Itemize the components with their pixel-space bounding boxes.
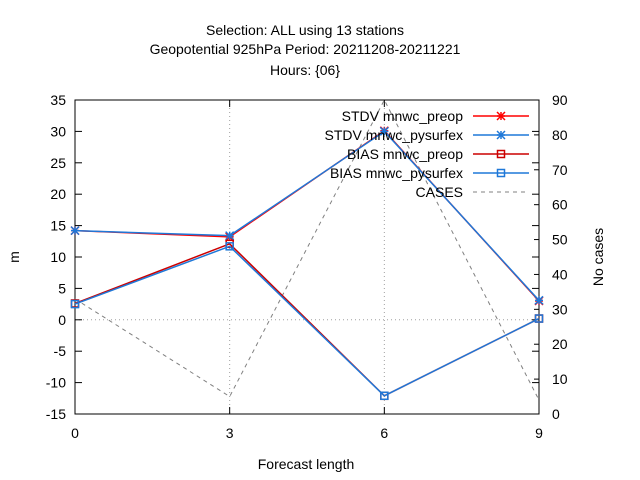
- y2-tick-label: 90: [552, 92, 568, 108]
- y2-tick-label: 30: [552, 301, 568, 317]
- data-point: [534, 314, 544, 323]
- y2-tick-label: 70: [552, 162, 568, 178]
- y-tick-label: -15: [46, 406, 66, 422]
- x-tick-label: 3: [226, 425, 234, 441]
- x-axis-label: Forecast length: [258, 456, 355, 472]
- marker-stroke: [225, 231, 235, 241]
- y-tick-label: 10: [50, 249, 66, 265]
- marker-stroke: [70, 226, 80, 236]
- chart-title: Selection: ALL using 13 stations Geopote…: [150, 22, 461, 78]
- data-point: [534, 295, 544, 305]
- y-tick-label: 25: [50, 155, 66, 171]
- series-line: [74, 98, 540, 401]
- y2-tick-label: 40: [552, 266, 568, 282]
- y-tick-label: 15: [50, 218, 66, 234]
- series-line: [74, 245, 540, 397]
- series-3: [70, 242, 544, 401]
- x-tick-label: 0: [71, 425, 79, 441]
- title-line-3: Hours: {06}: [270, 62, 340, 78]
- legend-label: STDV mnwc_pysurfex: [325, 127, 463, 143]
- title-line-1: Selection: ALL using 13 stations: [206, 22, 404, 38]
- y-tick-label: 35: [50, 92, 66, 108]
- legend-entry-1: STDV mnwc_pysurfex: [325, 127, 529, 143]
- axes: 35302520151050-5-10-15908070605040302010…: [46, 92, 568, 441]
- legend-marker: [496, 168, 506, 178]
- y-tick-label: -5: [54, 343, 67, 359]
- legend-label: BIAS mnwc_pysurfex: [330, 165, 463, 181]
- y-tick-label: 20: [50, 186, 66, 202]
- y2-tick-label: 20: [552, 336, 568, 352]
- y2-tick-label: 60: [552, 197, 568, 213]
- legend-label: CASES: [416, 184, 463, 200]
- series-layer: [70, 98, 544, 401]
- y2-tick-label: 50: [552, 232, 568, 248]
- legend-entry-3: BIAS mnwc_pysurfex: [330, 165, 529, 181]
- marker-stroke: [496, 130, 506, 140]
- grid: [75, 100, 539, 414]
- y2-tick-label: 80: [552, 127, 568, 143]
- series-1: [70, 126, 544, 305]
- series-line: [74, 129, 540, 302]
- series-4: [74, 98, 540, 401]
- y-tick-label: 0: [58, 312, 66, 328]
- legend-label: BIAS mnwc_preop: [347, 146, 463, 162]
- series-line: [74, 242, 540, 397]
- legend-marker: [496, 111, 506, 121]
- legend-entry-2: BIAS mnwc_preop: [347, 146, 529, 162]
- marker-stroke: [534, 295, 544, 305]
- title-line-2: Geopotential 925hPa Period: 20211208-202…: [150, 41, 461, 57]
- data-point: [379, 126, 389, 136]
- y2-tick-label: 10: [552, 371, 568, 387]
- data-point: [70, 299, 80, 309]
- plot-border: [74, 99, 540, 415]
- legend-marker: [496, 130, 506, 140]
- data-point: [225, 231, 235, 241]
- x-tick-label: 9: [535, 425, 543, 441]
- legend-marker: [496, 149, 506, 159]
- y-axis-label: m: [6, 251, 22, 263]
- y2-axis-label: No cases: [590, 228, 606, 286]
- y-tick-label: 30: [50, 123, 66, 139]
- y2-tick-label: 0: [552, 406, 560, 422]
- data-point: [70, 226, 80, 236]
- legend-label: STDV mnwc_preop: [342, 108, 464, 124]
- data-point: [225, 242, 234, 251]
- marker-stroke: [496, 111, 506, 121]
- y-tick-label: 5: [58, 280, 66, 296]
- legend-entry-0: STDV mnwc_preop: [342, 108, 529, 124]
- marker-stroke: [379, 126, 389, 136]
- series-line: [74, 130, 540, 301]
- y-tick-label: -10: [46, 375, 66, 391]
- data-point: [380, 391, 389, 401]
- legend: STDV mnwc_preop STDV mnwc_pysurfex BIAS mn…: [325, 108, 529, 200]
- x-tick-label: 6: [380, 425, 388, 441]
- legend-entry-4: CASES: [416, 184, 529, 200]
